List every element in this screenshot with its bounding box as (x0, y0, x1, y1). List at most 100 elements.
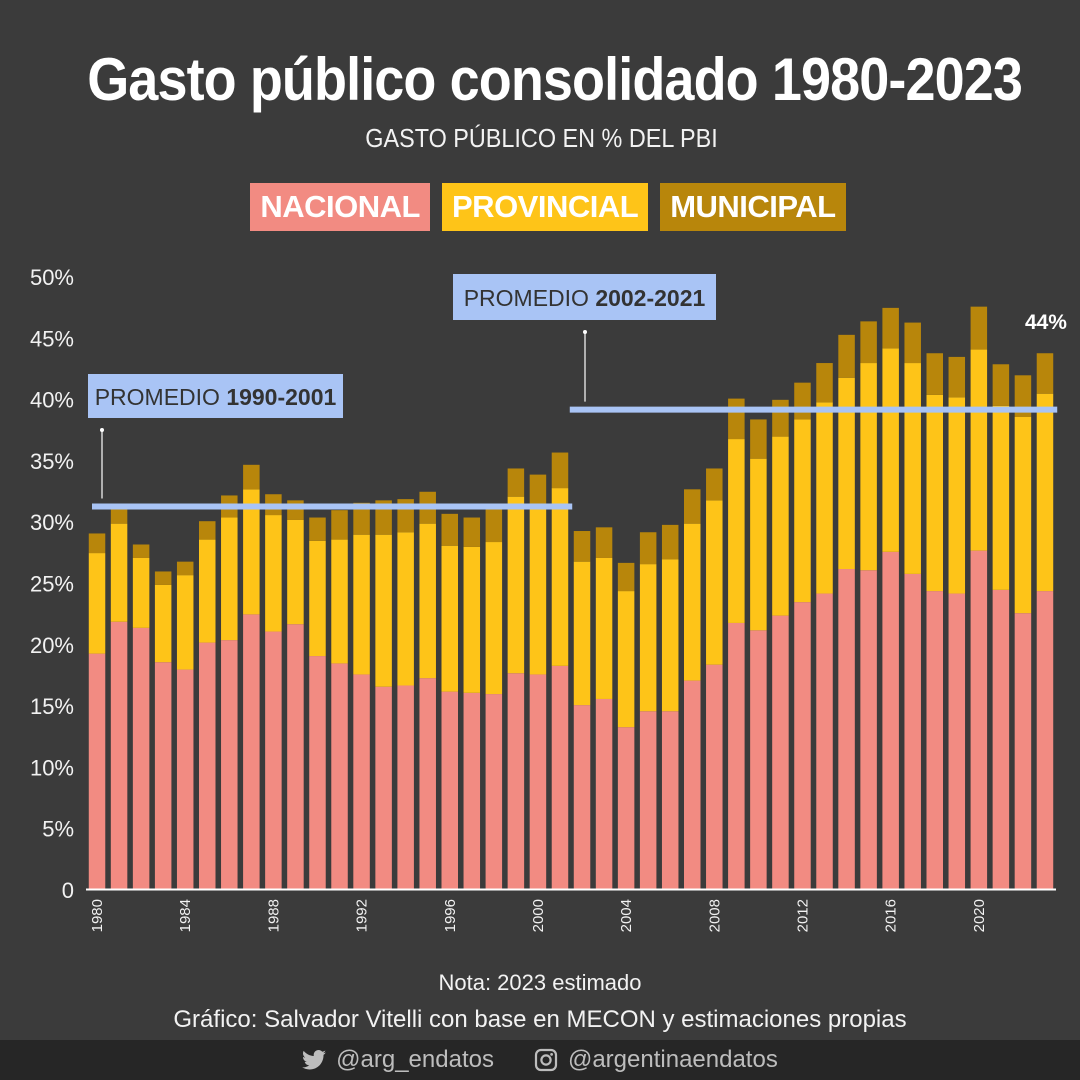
bar-segment-nacional-1993 (375, 686, 392, 889)
bar-segment-provincial-2016 (882, 348, 899, 552)
bar-segment-provincial-2012 (794, 419, 811, 603)
bar-segment-municipal-1985 (199, 521, 216, 540)
bar-segment-provincial-2003 (595, 557, 613, 699)
y-tick-label: 25% (30, 572, 74, 597)
bar-segment-provincial-2006 (661, 559, 679, 712)
bar-segment-provincial-2017 (904, 363, 921, 574)
bar-segment-nacional-1991 (331, 663, 348, 889)
average-label: PROMEDIO 2002-2021 (464, 285, 706, 311)
bar-segment-provincial-2002 (573, 561, 591, 706)
bar-segment-provincial-2001 (551, 488, 569, 666)
bar-segment-municipal-2018 (926, 353, 943, 395)
x-tick-label: 2012 (794, 899, 811, 932)
bar-segment-provincial-1981 (110, 523, 128, 622)
bar-segment-municipal-2005 (639, 532, 657, 565)
bar-segment-municipal-1999 (507, 468, 525, 497)
bar-segment-nacional-1981 (110, 621, 128, 889)
bar-segment-municipal-2021 (992, 364, 1010, 406)
bar-segment-provincial-1997 (463, 546, 481, 693)
bar-segment-municipal-1981 (110, 505, 128, 524)
x-tick-label: 1996 (442, 899, 459, 932)
bar-segment-municipal-2007 (684, 489, 701, 524)
bar-segment-provincial-2009 (728, 439, 745, 623)
average-label-box (88, 374, 343, 418)
bar-segment-provincial-1994 (397, 532, 414, 686)
bar-segment-municipal-1980 (88, 533, 106, 554)
bar-segment-provincial-1982 (132, 557, 150, 628)
x-tick-label: 1988 (265, 899, 282, 932)
bar-segment-provincial-1988 (265, 515, 282, 632)
social-bar: @arg_endatos @argentinaendatos (0, 1040, 1080, 1080)
bar-segment-provincial-1987 (243, 489, 260, 615)
bar-segment-municipal-1989 (287, 500, 304, 520)
bar-segment-nacional-2004 (617, 727, 635, 889)
bar-segment-municipal-1984 (176, 561, 194, 576)
bar-segment-nacional-2005 (639, 711, 657, 889)
bar-segment-provincial-1989 (287, 519, 304, 625)
bar-segment-provincial-1995 (419, 523, 436, 679)
y-tick-label: 0 (62, 878, 74, 903)
bar-segment-nacional-1997 (463, 692, 481, 889)
x-tick-label: 2000 (530, 899, 547, 932)
footer-note: Nota: 2023 estimado (438, 970, 642, 995)
bar-segment-nacional-2014 (838, 569, 855, 889)
bar-segment-provincial-1998 (485, 542, 503, 695)
chart-subtitle: GASTO PÚBLICO EN % DEL PBI (365, 123, 718, 153)
bar-segment-nacional-2020 (970, 550, 988, 889)
bar-segment-nacional-2012 (794, 602, 811, 889)
bar-segment-nacional-1999 (507, 673, 525, 889)
bar-segment-nacional-2023 (1036, 591, 1054, 889)
bar-segment-nacional-2003 (595, 698, 613, 889)
y-tick-label: 15% (30, 694, 74, 719)
average-label-prefix: PROMEDIO (464, 285, 596, 311)
bar-segment-nacional-2010 (750, 630, 767, 889)
bar-segment-provincial-1986 (221, 517, 238, 641)
bar-segment-nacional-1988 (265, 631, 282, 889)
bar-segment-provincial-1984 (176, 575, 194, 670)
average-label-prefix: PROMEDIO (95, 384, 227, 410)
x-tick-label: 2016 (883, 899, 900, 932)
bar-segment-municipal-2003 (595, 527, 613, 558)
bar-segment-provincial-2011 (772, 436, 789, 616)
bar-segment-provincial-1996 (441, 545, 458, 692)
bar-segment-municipal-2012 (794, 382, 811, 420)
bar-segment-nacional-1984 (176, 669, 194, 889)
bar-segment-nacional-2006 (661, 711, 679, 889)
bar-segment-municipal-2022 (1014, 375, 1032, 417)
bar-segment-provincial-1990 (309, 540, 326, 657)
twitter-handle: @arg_endatos (336, 1046, 494, 1073)
bar-segment-nacional-2015 (860, 570, 877, 889)
bar-segment-nacional-1992 (353, 674, 370, 889)
bar-segment-municipal-2004 (617, 562, 635, 592)
bar-segment-nacional-1985 (199, 642, 216, 889)
bar-segment-municipal-2020 (970, 306, 988, 350)
x-tick-label: 1992 (354, 899, 371, 932)
twitter-icon (302, 1050, 327, 1070)
social-twitter[interactable]: @arg_endatos (302, 1046, 494, 1074)
x-tick-label: 2020 (971, 899, 988, 932)
bar-segment-provincial-2000 (529, 506, 547, 675)
average-label-box (453, 274, 716, 320)
social-instagram[interactable]: @argentinaendatos (534, 1046, 778, 1074)
bar-segment-nacional-1995 (419, 678, 436, 889)
instagram-icon (534, 1048, 558, 1072)
average-leader-dot (100, 428, 104, 432)
bar-segment-provincial-1991 (331, 539, 348, 664)
bar-segment-nacional-2007 (684, 680, 701, 889)
bar-segment-municipal-2011 (772, 399, 789, 437)
bar-segment-nacional-2017 (904, 573, 921, 889)
bar-segment-provincial-1992 (353, 534, 370, 675)
y-tick-label: 30% (30, 510, 74, 535)
bar-segment-provincial-2019 (948, 397, 966, 594)
stacked-bar-chart: 0 5% 10% 15% 20% 25% 30% 35% 40% 45% 50% 1980 1984 19… (30, 265, 1067, 932)
bar-segment-municipal-2010 (750, 419, 767, 459)
bar-segment-provincial-2018 (926, 394, 943, 592)
legend: NACIONAL PROVINCIAL MUNICIPAL (0, 183, 1080, 231)
bar-segment-provincial-2020 (970, 349, 988, 551)
bar-segment-provincial-1983 (154, 584, 172, 663)
bar-segment-provincial-1999 (507, 496, 525, 674)
bar-segment-nacional-2016 (882, 551, 899, 889)
x-tick-label: 1984 (177, 899, 194, 932)
bar-segment-municipal-2015 (860, 321, 877, 364)
y-tick-label: 50% (30, 265, 74, 290)
